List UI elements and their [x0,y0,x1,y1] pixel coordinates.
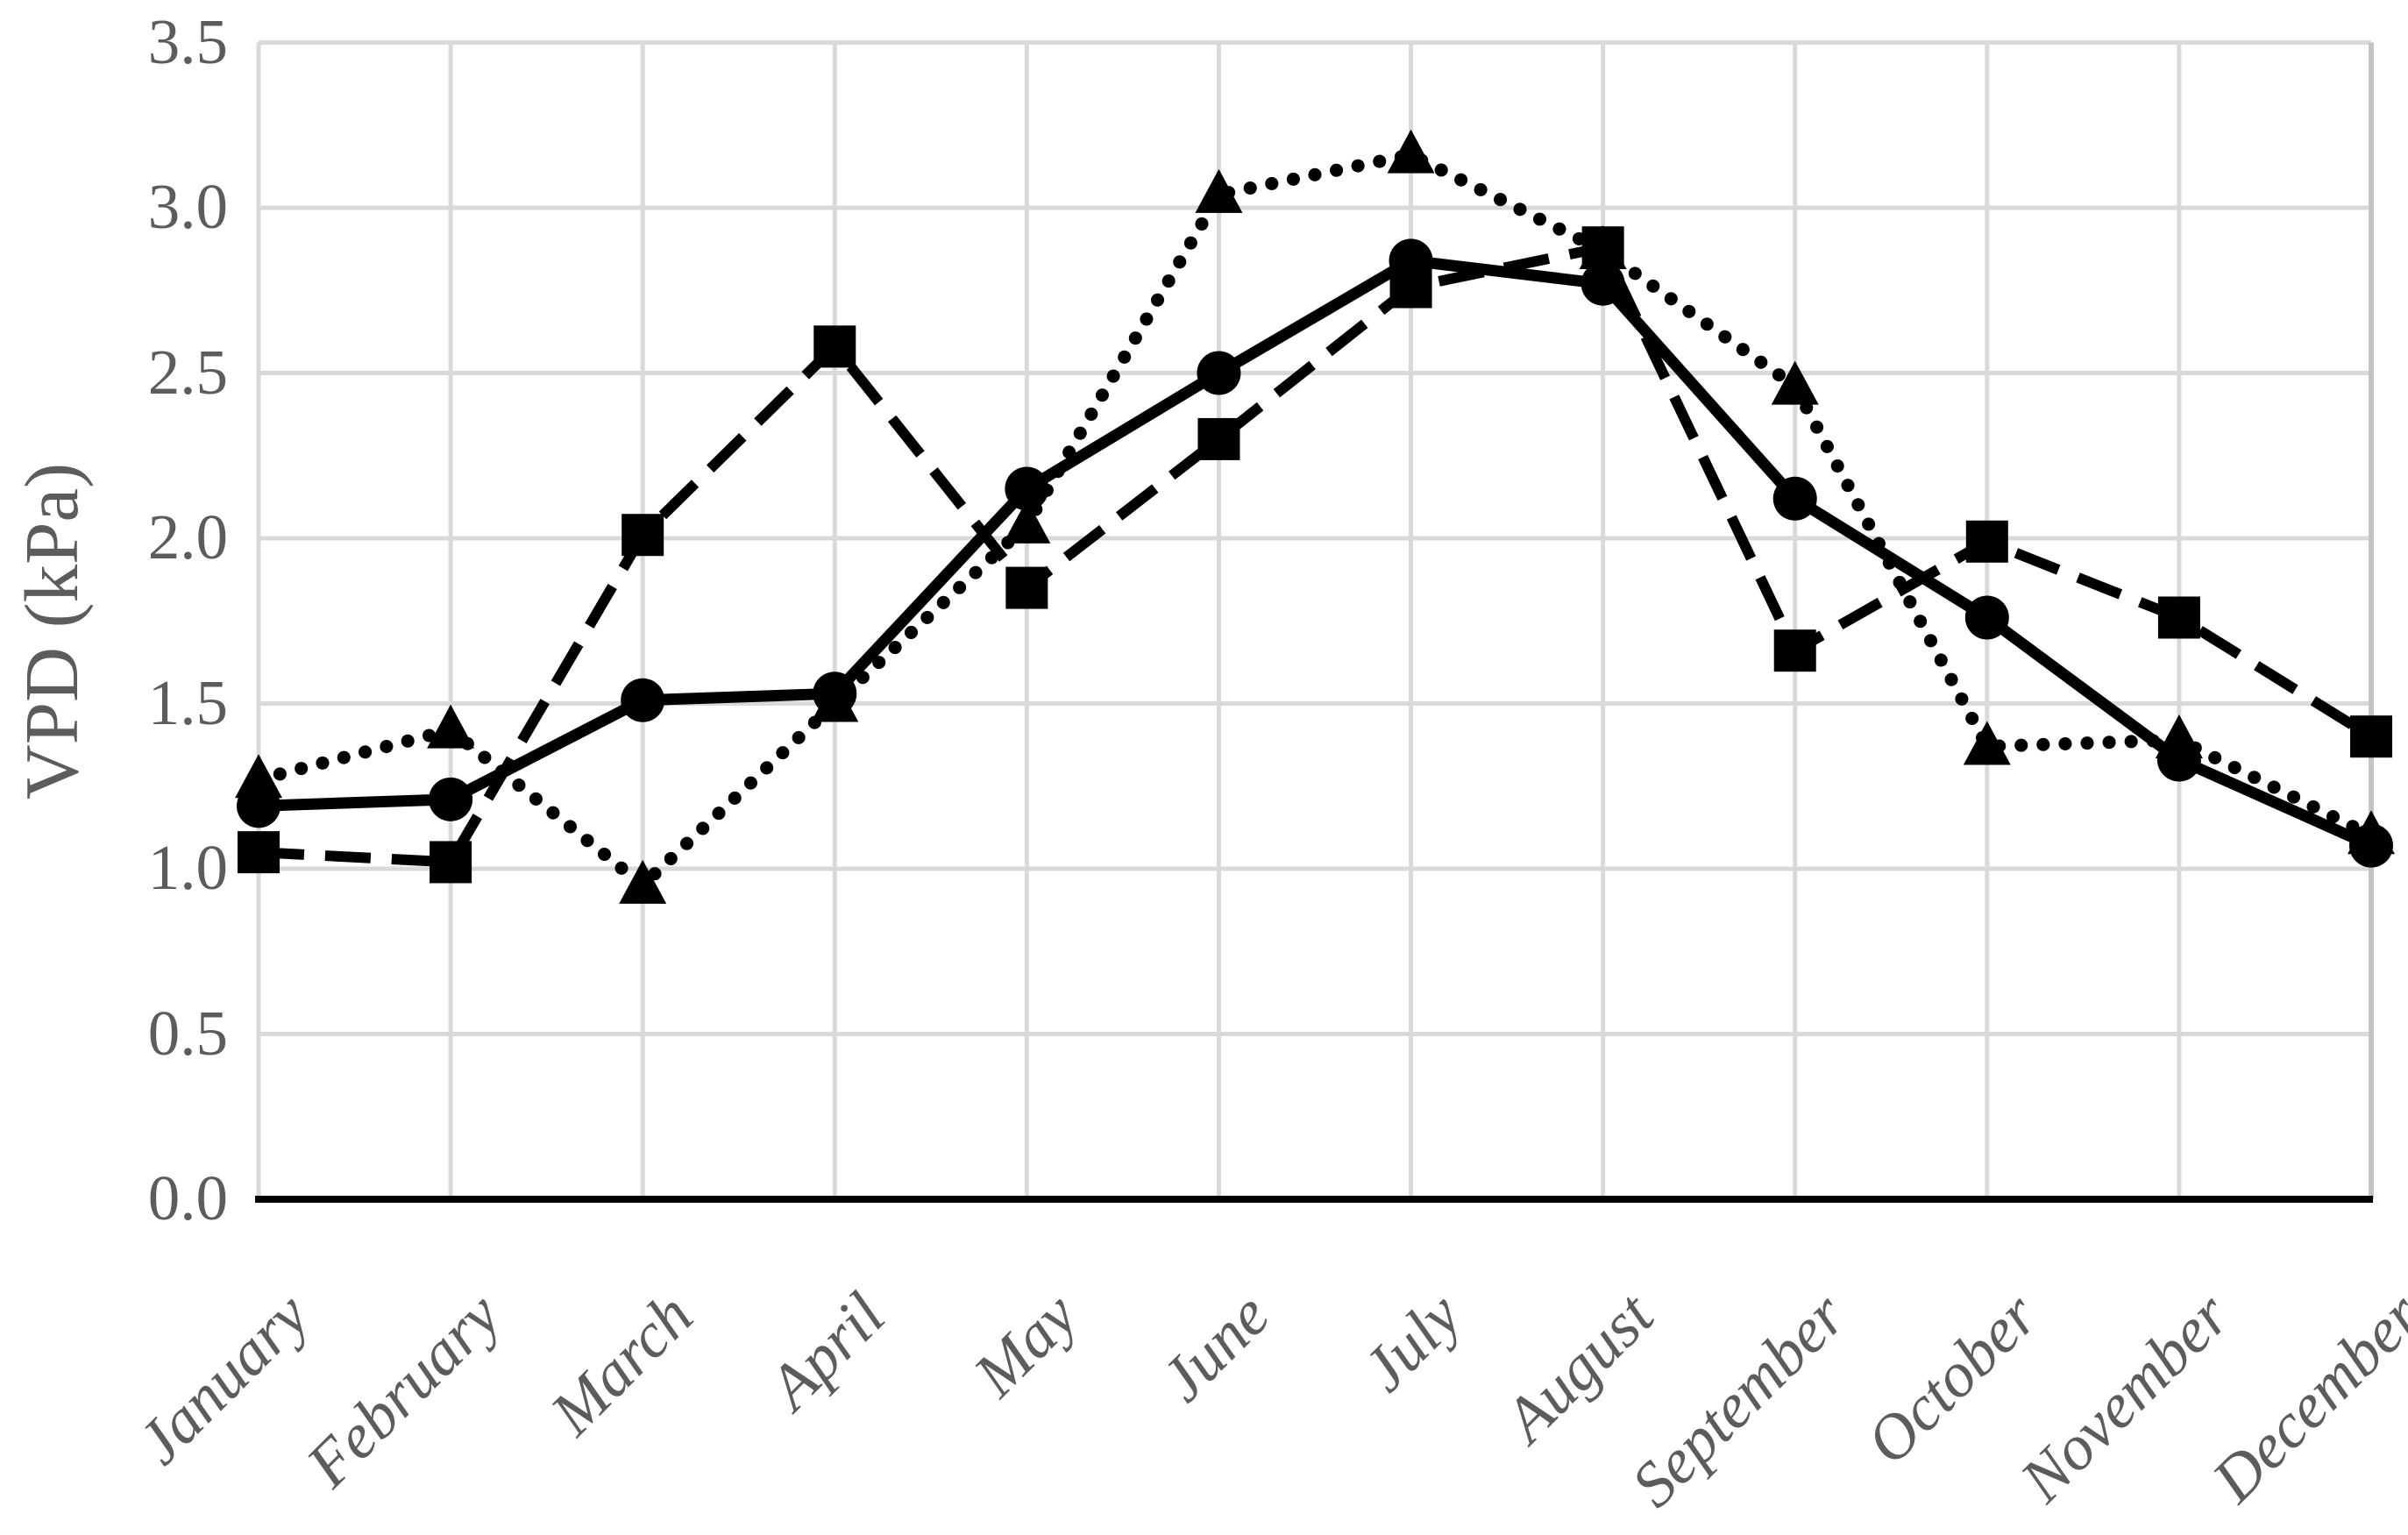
triangle-marker [1771,360,1819,405]
triangle-marker [2155,714,2203,758]
square-marker [813,325,856,368]
triangle-marker [1963,721,2011,765]
square-marker [2350,715,2392,758]
triangle-marker [811,678,859,722]
y-tick-label: 1.0 [147,832,228,904]
square-marker [238,831,280,874]
triangle-marker [2348,810,2395,855]
square-marker [1965,520,2008,563]
y-tick-label: 2.5 [147,336,228,408]
y-tick-label: 2.0 [147,501,228,573]
series-line-solid-line-circle-markers [258,254,2374,851]
triangle-marker [1195,168,1243,213]
square-marker [1773,629,1816,672]
y-tick-label: 1.5 [147,666,228,738]
triangle-marker [427,704,475,749]
y-tick-label: 3.0 [147,171,228,243]
y-tick-label: 0.0 [147,1162,228,1234]
triangle-marker [1387,129,1435,174]
y-tick-label: 3.5 [147,5,228,77]
triangle-marker [235,754,282,799]
square-marker [1197,417,1240,460]
triangle-marker [1003,499,1051,544]
circle-marker [621,678,665,722]
square-marker [430,841,472,884]
y-tick-label: 0.5 [147,997,228,1069]
square-marker [1581,226,1624,269]
circle-marker [1580,261,1625,306]
square-marker [1389,266,1432,309]
series-line-dashed-line-square-markers [258,242,2375,868]
triangle-marker [619,859,667,904]
circle-marker [1772,476,1817,521]
circle-marker [1005,466,1049,511]
square-marker [1005,566,1048,609]
square-marker [622,514,664,557]
circle-marker [1964,595,2009,640]
circle-marker [429,777,473,821]
circle-marker [1197,351,1241,395]
square-marker [2157,596,2200,639]
series-line-dotted-line-triangle-markers [252,148,2378,892]
